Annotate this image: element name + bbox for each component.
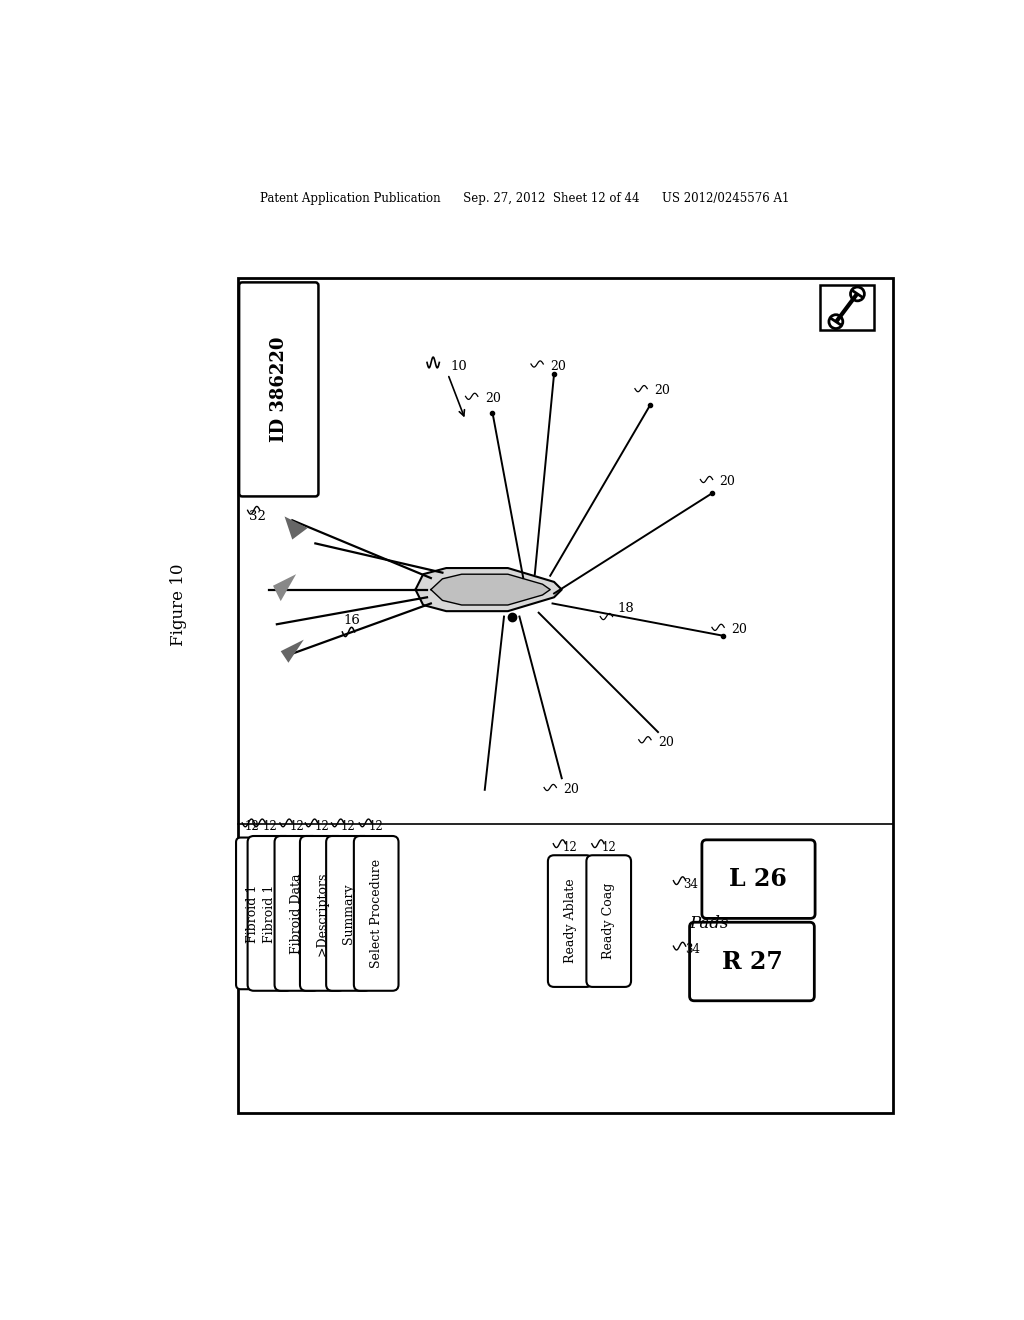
Polygon shape — [281, 640, 304, 663]
Text: 32: 32 — [249, 510, 266, 523]
Text: Select Procedure: Select Procedure — [370, 859, 383, 968]
Text: Summary: Summary — [342, 883, 355, 944]
Text: L 26: L 26 — [729, 867, 787, 891]
Text: 34: 34 — [684, 878, 698, 891]
Text: Fibroid 1: Fibroid 1 — [263, 884, 276, 942]
Bar — [239, 277, 893, 1113]
Text: 20: 20 — [550, 360, 566, 372]
FancyBboxPatch shape — [237, 837, 270, 989]
Text: 20: 20 — [658, 735, 674, 748]
Bar — [819, 285, 873, 330]
FancyBboxPatch shape — [354, 836, 398, 991]
Text: 12: 12 — [315, 820, 330, 833]
Text: R 27: R 27 — [722, 949, 782, 974]
Polygon shape — [285, 516, 307, 540]
Text: >Descriptors: >Descriptors — [315, 871, 329, 956]
FancyBboxPatch shape — [240, 282, 318, 496]
FancyBboxPatch shape — [248, 836, 292, 991]
Text: Ready Coag: Ready Coag — [602, 883, 615, 960]
FancyBboxPatch shape — [587, 855, 631, 987]
Text: 20: 20 — [731, 623, 748, 636]
FancyBboxPatch shape — [326, 836, 371, 991]
Text: 20: 20 — [563, 783, 580, 796]
Text: Fibroid Data: Fibroid Data — [291, 873, 303, 953]
Text: Patent Application Publication      Sep. 27, 2012  Sheet 12 of 44      US 2012/0: Patent Application Publication Sep. 27, … — [260, 191, 790, 205]
Text: 12: 12 — [245, 820, 260, 833]
FancyBboxPatch shape — [701, 840, 815, 919]
Text: 16: 16 — [344, 614, 360, 627]
Text: 10: 10 — [451, 360, 467, 372]
Text: 20: 20 — [720, 475, 735, 488]
Text: 12: 12 — [341, 820, 356, 833]
Polygon shape — [273, 574, 296, 601]
FancyBboxPatch shape — [548, 855, 593, 987]
FancyBboxPatch shape — [274, 836, 319, 991]
Text: 12: 12 — [563, 841, 578, 854]
Text: 20: 20 — [654, 384, 670, 397]
Text: 20: 20 — [484, 392, 501, 405]
Text: 18: 18 — [617, 602, 634, 615]
Polygon shape — [431, 574, 550, 605]
Text: Pads: Pads — [689, 915, 728, 932]
Text: Fibroid 1: Fibroid 1 — [246, 884, 259, 942]
Text: Ready Ablate: Ready Ablate — [564, 879, 577, 964]
FancyBboxPatch shape — [689, 923, 814, 1001]
FancyBboxPatch shape — [300, 836, 345, 991]
Polygon shape — [416, 568, 562, 611]
Text: ID 386220: ID 386220 — [269, 337, 288, 442]
Text: 12: 12 — [369, 820, 384, 833]
Text: 12: 12 — [290, 820, 304, 833]
Text: 34: 34 — [685, 944, 700, 957]
Text: 12: 12 — [601, 841, 616, 854]
Text: Figure 10: Figure 10 — [170, 564, 186, 647]
Text: 12: 12 — [262, 820, 278, 833]
